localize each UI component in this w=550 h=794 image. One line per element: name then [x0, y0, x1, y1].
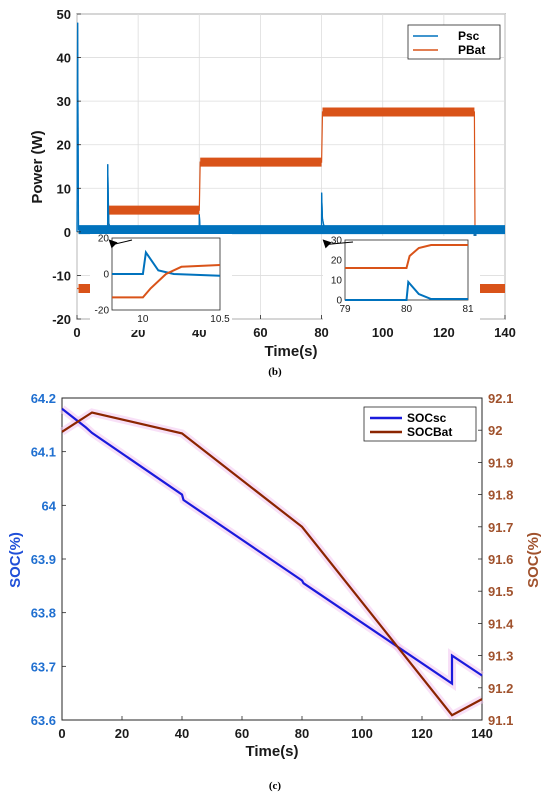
- y-tick-label: 50: [57, 7, 71, 22]
- soc-series: [59, 405, 485, 721]
- y-tick-label: 20: [57, 138, 71, 153]
- soc-legend: SOCsc SOCBat: [363, 406, 477, 442]
- y-right-tick-label: 92: [488, 423, 502, 438]
- panel-c-caption: (c): [269, 780, 282, 792]
- power-x-axis-label: Time(s): [264, 343, 317, 360]
- y-left-tick-label: 64.2: [31, 391, 56, 406]
- x-tick-label: 120: [433, 325, 455, 340]
- inset-y-tick-label: 20: [331, 256, 343, 267]
- x-tick-label: 0: [58, 726, 65, 741]
- inset-y-tick-label: 10: [331, 276, 343, 287]
- y-tick-label: 40: [57, 51, 71, 66]
- inset-2: 79 80 81 0 10 20 30: [322, 236, 480, 320]
- y-tick-label: -20: [52, 312, 71, 327]
- x-tick-label: 100: [372, 325, 394, 340]
- x-tick-label: 20: [115, 726, 129, 741]
- y-right-tick-label: 91.2: [488, 681, 513, 696]
- x-tick-label: 140: [494, 325, 516, 340]
- y-right-tick-label: 91.6: [488, 552, 513, 567]
- y-tick-label: 30: [57, 94, 71, 109]
- soc-right-y-axis-label: SOC(%): [525, 532, 542, 588]
- y-right-tick-label: 91.3: [488, 649, 513, 664]
- inset-y-tick-label: 20: [98, 234, 110, 245]
- inset-x-tick-label: 10.5: [210, 314, 230, 325]
- soc-x-axis-label: Time(s): [245, 743, 298, 760]
- series-psc-segment: [108, 222, 112, 230]
- x-tick-label: 120: [411, 726, 433, 741]
- soc-left-y-ticks: 63.6 63.7 63.8 63.9 64 64.1 64.2: [31, 391, 66, 728]
- x-tick-label: 80: [295, 726, 309, 741]
- series-psc-segment: [198, 214, 201, 230]
- inset-x-tick-label: 10: [137, 314, 149, 325]
- series-socsc: [61, 407, 483, 686]
- series-psc-segment: [320, 192, 324, 219]
- x-tick-label: 40: [175, 726, 189, 741]
- inset-y-tick-label: 0: [103, 270, 109, 281]
- soc-x-ticks: 0 20 40 60 80 100 120 140: [58, 716, 493, 741]
- inset-series-psc: [112, 249, 221, 277]
- y-tick-label: 10: [57, 181, 71, 196]
- inset-y-tick-label: 0: [336, 296, 342, 307]
- power-y-ticks: -20 -10 0 10 20 30 40 50: [52, 7, 81, 327]
- power-y-axis-label: Power (W): [29, 130, 46, 203]
- y-left-tick-label: 64: [42, 498, 57, 513]
- inset-pointer-arrowhead: [108, 239, 118, 249]
- x-tick-label: 0: [73, 325, 80, 340]
- legend-box: [363, 406, 477, 442]
- inset-pointer-arrowhead: [322, 239, 332, 249]
- inset-y-tick-label: 30: [331, 236, 343, 247]
- x-tick-label: 100: [351, 726, 373, 741]
- y-left-tick-label: 63.9: [31, 552, 56, 567]
- y-tick-label: -10: [52, 268, 71, 283]
- inset-series-pbat: [112, 264, 221, 299]
- y-right-tick-label: 91.5: [488, 584, 513, 599]
- power-insets: 10 10.5 -20 0 20 79 80 81 0 10 20 30: [90, 234, 480, 330]
- series-psc-segment: [107, 164, 110, 224]
- y-right-tick-label: 92.1: [488, 391, 513, 406]
- y-left-tick-label: 64.1: [31, 445, 56, 460]
- legend-socsc-label: SOCsc: [407, 411, 447, 425]
- y-right-tick-label: 91.8: [488, 488, 513, 503]
- y-left-tick-label: 63.8: [31, 606, 56, 621]
- x-tick-label: 80: [314, 325, 328, 340]
- inset-series-psc: [345, 279, 468, 301]
- inset-pointer-line: [113, 239, 133, 245]
- y-right-tick-label: 91.7: [488, 520, 513, 535]
- y-right-tick-label: 91.1: [488, 713, 513, 728]
- series-socbat: [61, 411, 483, 717]
- power-legend: Psc PBat: [407, 24, 501, 60]
- inset-1: 10 10.5 -20 0 20: [90, 234, 232, 330]
- legend-pbat-label: PBat: [458, 43, 485, 57]
- inset-x-tick-label: 80: [401, 304, 413, 315]
- y-tick-label: 0: [64, 225, 71, 240]
- inset-x-tick-label: 81: [462, 304, 474, 315]
- x-tick-label: 60: [253, 325, 267, 340]
- x-tick-label: 140: [471, 726, 493, 741]
- power-x-ticks: 0 20 40 60 80 100 120 140: [73, 315, 516, 340]
- y-right-tick-label: 91.9: [488, 455, 513, 470]
- series-psc-segment: [321, 218, 326, 230]
- soc-chart: 0 20 40 60 80 100 120 140 63.6 63.7 63.8 63.9 64 64.…: [7, 391, 542, 792]
- y-left-tick-label: 63.6: [31, 713, 56, 728]
- soc-left-y-axis-label: SOC(%): [7, 532, 24, 588]
- x-tick-label: 60: [235, 726, 249, 741]
- legend-socbat-label: SOCBat: [407, 425, 452, 439]
- legend-psc-label: Psc: [458, 29, 480, 43]
- inset-series-pbat: [345, 244, 468, 269]
- inset-y-tick-label: -20: [95, 306, 110, 317]
- y-left-tick-label: 63.7: [31, 659, 56, 674]
- inset-x-tick-label: 79: [339, 304, 351, 315]
- y-right-tick-label: 91.4: [488, 616, 514, 631]
- soc-right-y-ticks: 91.1 91.2 91.3 91.4 91.5 91.6 91.7 91.8 91.9 92 92…: [478, 391, 514, 728]
- panel-b-caption: (b): [268, 366, 282, 378]
- inset-pointer-line: [327, 241, 354, 245]
- legend-box: [407, 24, 501, 60]
